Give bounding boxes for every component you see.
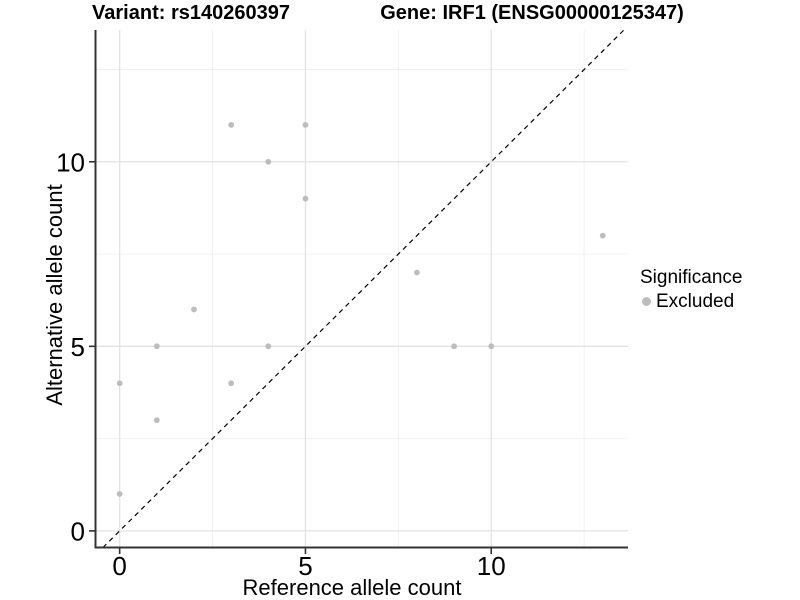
legend: Significance Excluded	[640, 266, 742, 313]
y-axis-label: Alternative allele count	[42, 184, 67, 405]
data-point	[302, 121, 309, 128]
plot-title-gene: Gene: IRF1 (ENSG00000125347)	[380, 2, 684, 24]
data-points	[116, 121, 606, 497]
data-point	[116, 380, 123, 387]
data-point	[153, 343, 160, 350]
data-point	[265, 343, 272, 350]
data-point	[191, 306, 197, 313]
legend-title: Significance	[640, 267, 743, 288]
legend-item-excluded: Excluded	[642, 290, 742, 313]
y-tick-label: 10	[56, 147, 85, 177]
gridlines-minor	[95, 30, 628, 548]
data-point	[116, 491, 123, 497]
plot-title-variant: Variant: rs140260397	[92, 2, 290, 24]
data-point	[599, 232, 606, 239]
y-tick-label: 5	[71, 332, 85, 362]
x-tick-label: 10	[477, 551, 506, 581]
data-point	[451, 343, 457, 350]
x-tick-label: 5	[298, 551, 312, 581]
data-point	[228, 380, 235, 387]
data-point	[265, 158, 272, 165]
y-tick-label: 0	[71, 516, 85, 546]
data-point	[488, 343, 495, 350]
data-point	[414, 269, 420, 276]
gridlines-major	[95, 30, 628, 548]
legend-item-label: Excluded	[656, 291, 735, 312]
axis-tick-labels: 0 5 10 0 5 10	[56, 147, 506, 581]
data-point	[153, 417, 160, 424]
axis-tick-marks	[89, 160, 493, 554]
x-tick-label: 0	[112, 551, 126, 581]
data-point	[302, 195, 309, 202]
x-axis-label: Reference allele count	[243, 575, 462, 600]
legend-point-icon	[642, 297, 651, 306]
data-point	[228, 121, 235, 128]
identity-dashed-line	[102, 29, 625, 548]
